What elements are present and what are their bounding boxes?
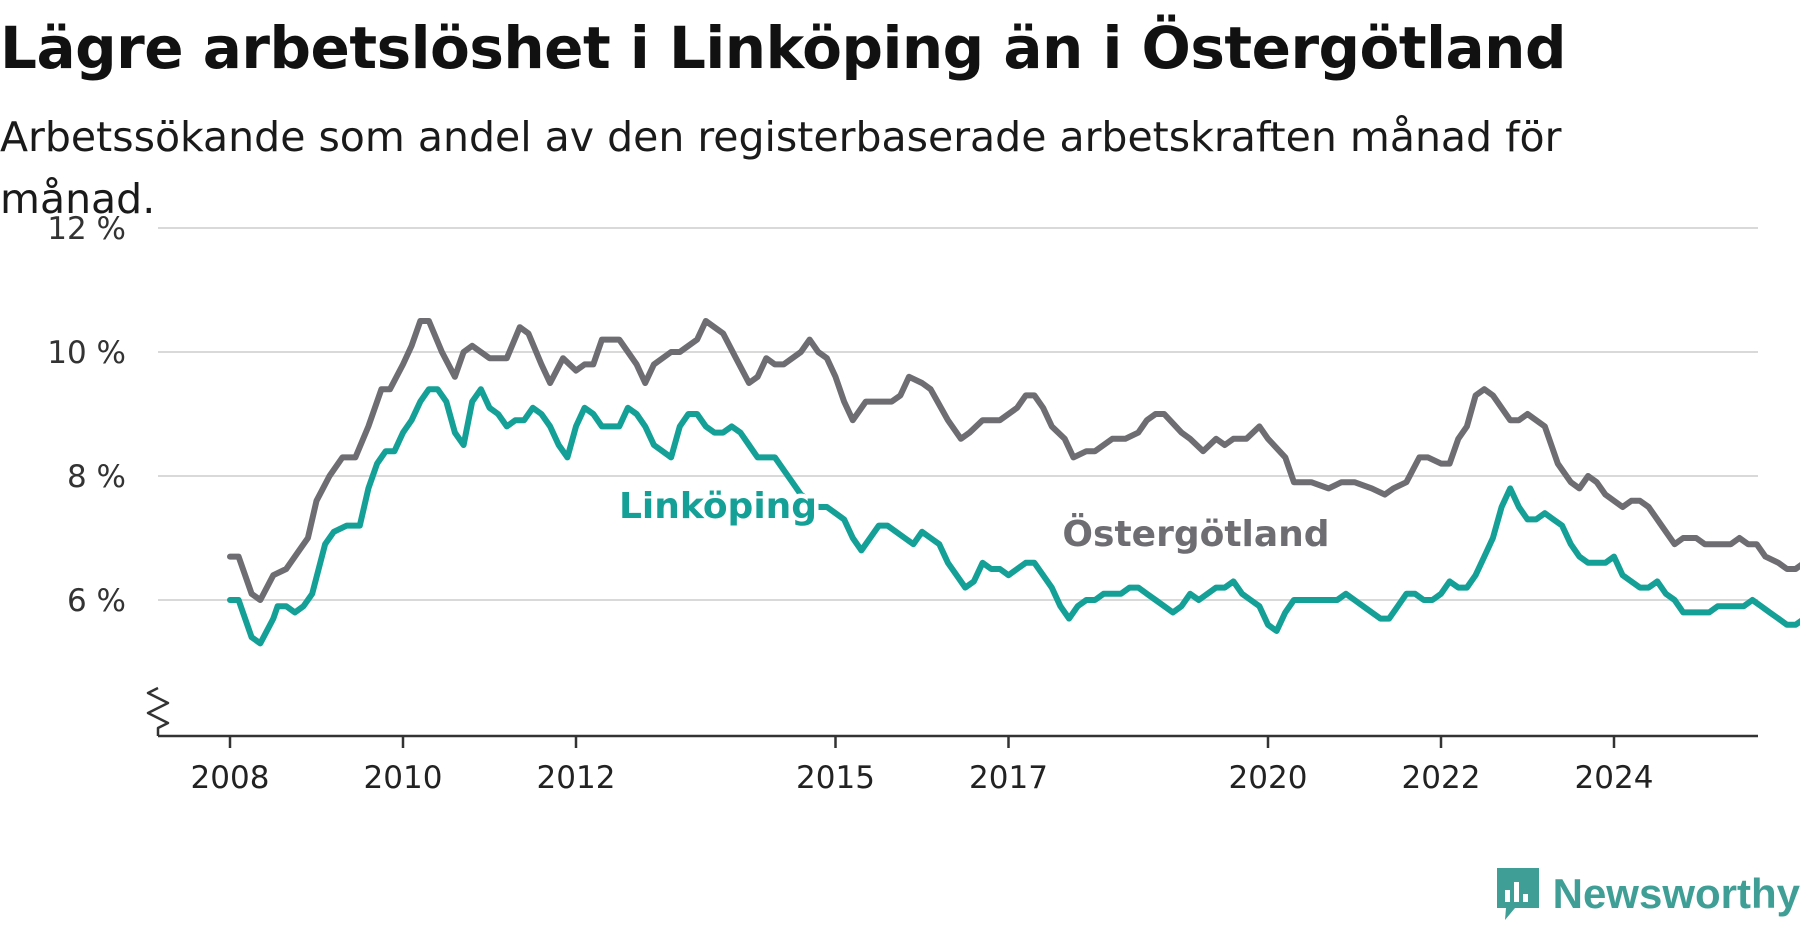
x-tick-label: 2017 [969, 760, 1048, 796]
x-tick-label: 2015 [796, 760, 875, 796]
series-label-ostergotland: Östergötland [1062, 513, 1329, 555]
x-tick-label: 2024 [1575, 760, 1654, 796]
x-axis: 2008 2010 2012 2015 2017 2020 2022 2024 [146, 686, 1758, 796]
y-tick-label: 10 % [47, 335, 126, 371]
newsworthy-logo: Newsworthy [1493, 864, 1800, 924]
x-tick-label: 2010 [364, 760, 443, 796]
series-label-linkoping: Linköping [619, 486, 817, 527]
chart-subtitle: Arbetssökande som andel av den registerb… [0, 113, 1562, 223]
x-tick-label: 2012 [537, 760, 616, 796]
y-tick-label: 6 % [67, 583, 126, 619]
series-lines [227, 318, 1800, 647]
y-axis-break-icon [146, 686, 170, 736]
series-labels: LinköpingÖstergötland7,2 %6,1 % [614, 482, 1334, 560]
y-tick-label: 8 % [67, 459, 126, 495]
x-tick-label: 2022 [1402, 760, 1481, 796]
series-line-linkoping [227, 386, 1800, 647]
chart-title: Lägre arbetslöshet i Linköping än i Öste… [0, 14, 1566, 82]
series-line-ostergotland [227, 318, 1800, 603]
y-tick-label: 12 % [47, 211, 126, 247]
y-axis-tick-labels: 6 % 8 % 10 % 12 % [47, 211, 126, 619]
x-tick-label: 2008 [191, 760, 270, 796]
gridlines [158, 227, 1758, 601]
brand-name: Newsworthy [1552, 870, 1800, 917]
chart-bubble-icon [1496, 868, 1539, 920]
x-tick-label: 2020 [1229, 760, 1308, 796]
